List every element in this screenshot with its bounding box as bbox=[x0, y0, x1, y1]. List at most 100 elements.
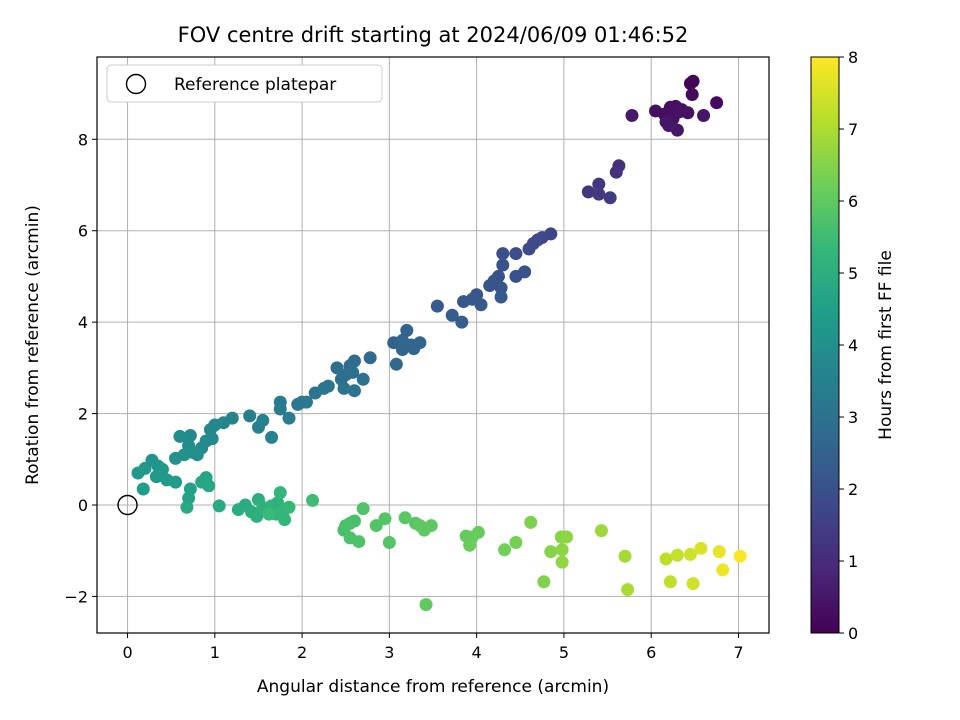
data-point bbox=[537, 575, 551, 589]
data-point bbox=[524, 515, 538, 529]
data-points bbox=[131, 74, 747, 612]
data-point bbox=[430, 299, 444, 313]
data-point bbox=[685, 87, 699, 101]
data-point bbox=[337, 381, 351, 395]
data-point bbox=[498, 543, 512, 557]
data-point bbox=[560, 530, 574, 544]
grid-lines bbox=[97, 57, 769, 633]
data-point bbox=[445, 308, 459, 322]
x-axis-label: Angular distance from reference (arcmin) bbox=[257, 677, 609, 697]
data-point bbox=[621, 583, 635, 597]
data-point bbox=[265, 430, 279, 444]
colorbar-tick-label: 4 bbox=[848, 336, 858, 355]
data-point bbox=[694, 541, 708, 555]
data-point bbox=[389, 357, 403, 371]
data-point bbox=[509, 247, 523, 261]
data-point bbox=[278, 513, 292, 527]
data-point bbox=[306, 493, 320, 507]
reference-platepar-marker bbox=[117, 494, 138, 516]
x-tick-label: 6 bbox=[646, 643, 656, 662]
data-point bbox=[471, 525, 485, 539]
colorbar-tick-label: 6 bbox=[848, 192, 858, 211]
x-tick-label: 3 bbox=[384, 643, 394, 662]
legend-marker-icon bbox=[125, 73, 147, 95]
data-point bbox=[662, 119, 676, 133]
y-tick-label: 6 bbox=[78, 222, 88, 241]
data-point bbox=[733, 549, 747, 563]
data-point bbox=[609, 165, 623, 179]
data-point bbox=[202, 479, 216, 493]
data-point bbox=[424, 519, 438, 533]
x-tick-label: 5 bbox=[559, 643, 569, 662]
colorbar-tick-label: 8 bbox=[848, 48, 858, 67]
y-tick-label: 0 bbox=[78, 496, 88, 515]
x-tick-label: 7 bbox=[733, 643, 743, 662]
colorbar-tick-label: 0 bbox=[848, 624, 858, 643]
colorbar-label: Hours from first FF file bbox=[876, 250, 896, 440]
y-axis-ticks: −2 0 2 4 6 8 bbox=[64, 130, 97, 606]
x-tick-label: 2 bbox=[297, 643, 307, 662]
data-point bbox=[697, 109, 711, 123]
data-point bbox=[672, 105, 686, 119]
data-point bbox=[686, 577, 700, 591]
reference-marker-group bbox=[117, 494, 138, 516]
x-tick-label: 0 bbox=[122, 643, 132, 662]
data-point bbox=[212, 499, 226, 513]
colorbar-tick-label: 2 bbox=[848, 480, 858, 499]
data-point bbox=[400, 323, 414, 337]
data-point bbox=[273, 402, 287, 416]
data-point bbox=[339, 519, 353, 533]
x-axis-ticks: 0 1 2 3 4 5 6 7 bbox=[122, 633, 744, 662]
data-point bbox=[169, 475, 183, 489]
data-point bbox=[169, 451, 183, 465]
data-point bbox=[496, 258, 510, 272]
data-point bbox=[544, 545, 558, 559]
colorbar bbox=[810, 56, 840, 634]
data-point bbox=[494, 290, 508, 304]
data-point bbox=[625, 109, 639, 123]
legend: Reference platepar bbox=[106, 64, 383, 103]
data-point bbox=[363, 351, 377, 365]
data-point bbox=[555, 555, 569, 569]
data-point bbox=[243, 409, 257, 423]
x-tick-label: 1 bbox=[210, 643, 220, 662]
data-point bbox=[183, 429, 197, 443]
data-point bbox=[474, 298, 488, 312]
data-point bbox=[407, 342, 421, 356]
data-point bbox=[295, 395, 309, 409]
data-point bbox=[522, 242, 536, 256]
data-point bbox=[659, 552, 673, 566]
chart-title: FOV centre drift starting at 2024/06/09 … bbox=[178, 23, 689, 47]
data-point bbox=[483, 279, 497, 293]
data-point bbox=[352, 535, 366, 549]
data-point bbox=[670, 548, 684, 562]
data-point bbox=[282, 411, 296, 425]
data-point bbox=[592, 187, 606, 201]
data-point bbox=[683, 77, 697, 91]
colorbar-tick-label: 3 bbox=[848, 408, 858, 427]
data-point bbox=[594, 524, 608, 538]
data-point bbox=[463, 538, 477, 552]
data-point bbox=[173, 429, 187, 443]
data-point bbox=[382, 535, 396, 549]
data-point bbox=[395, 333, 409, 347]
legend-label: Reference platepar bbox=[174, 75, 336, 95]
data-point bbox=[618, 549, 632, 563]
data-point bbox=[457, 295, 471, 309]
data-point bbox=[346, 365, 360, 379]
y-axis-label: Rotation from reference (arcmin) bbox=[23, 205, 43, 485]
y-tick-label: 4 bbox=[78, 313, 88, 332]
data-point bbox=[149, 470, 163, 484]
data-point bbox=[347, 384, 361, 398]
data-point bbox=[509, 535, 523, 549]
data-point bbox=[398, 511, 412, 525]
legend-box bbox=[106, 64, 383, 103]
x-tick-label: 4 bbox=[472, 643, 482, 662]
plot-frame bbox=[96, 56, 770, 634]
data-point bbox=[581, 185, 595, 199]
data-point bbox=[308, 386, 322, 400]
data-point bbox=[555, 543, 569, 557]
data-point bbox=[509, 269, 523, 283]
colorbar-tick-label: 7 bbox=[848, 120, 858, 139]
